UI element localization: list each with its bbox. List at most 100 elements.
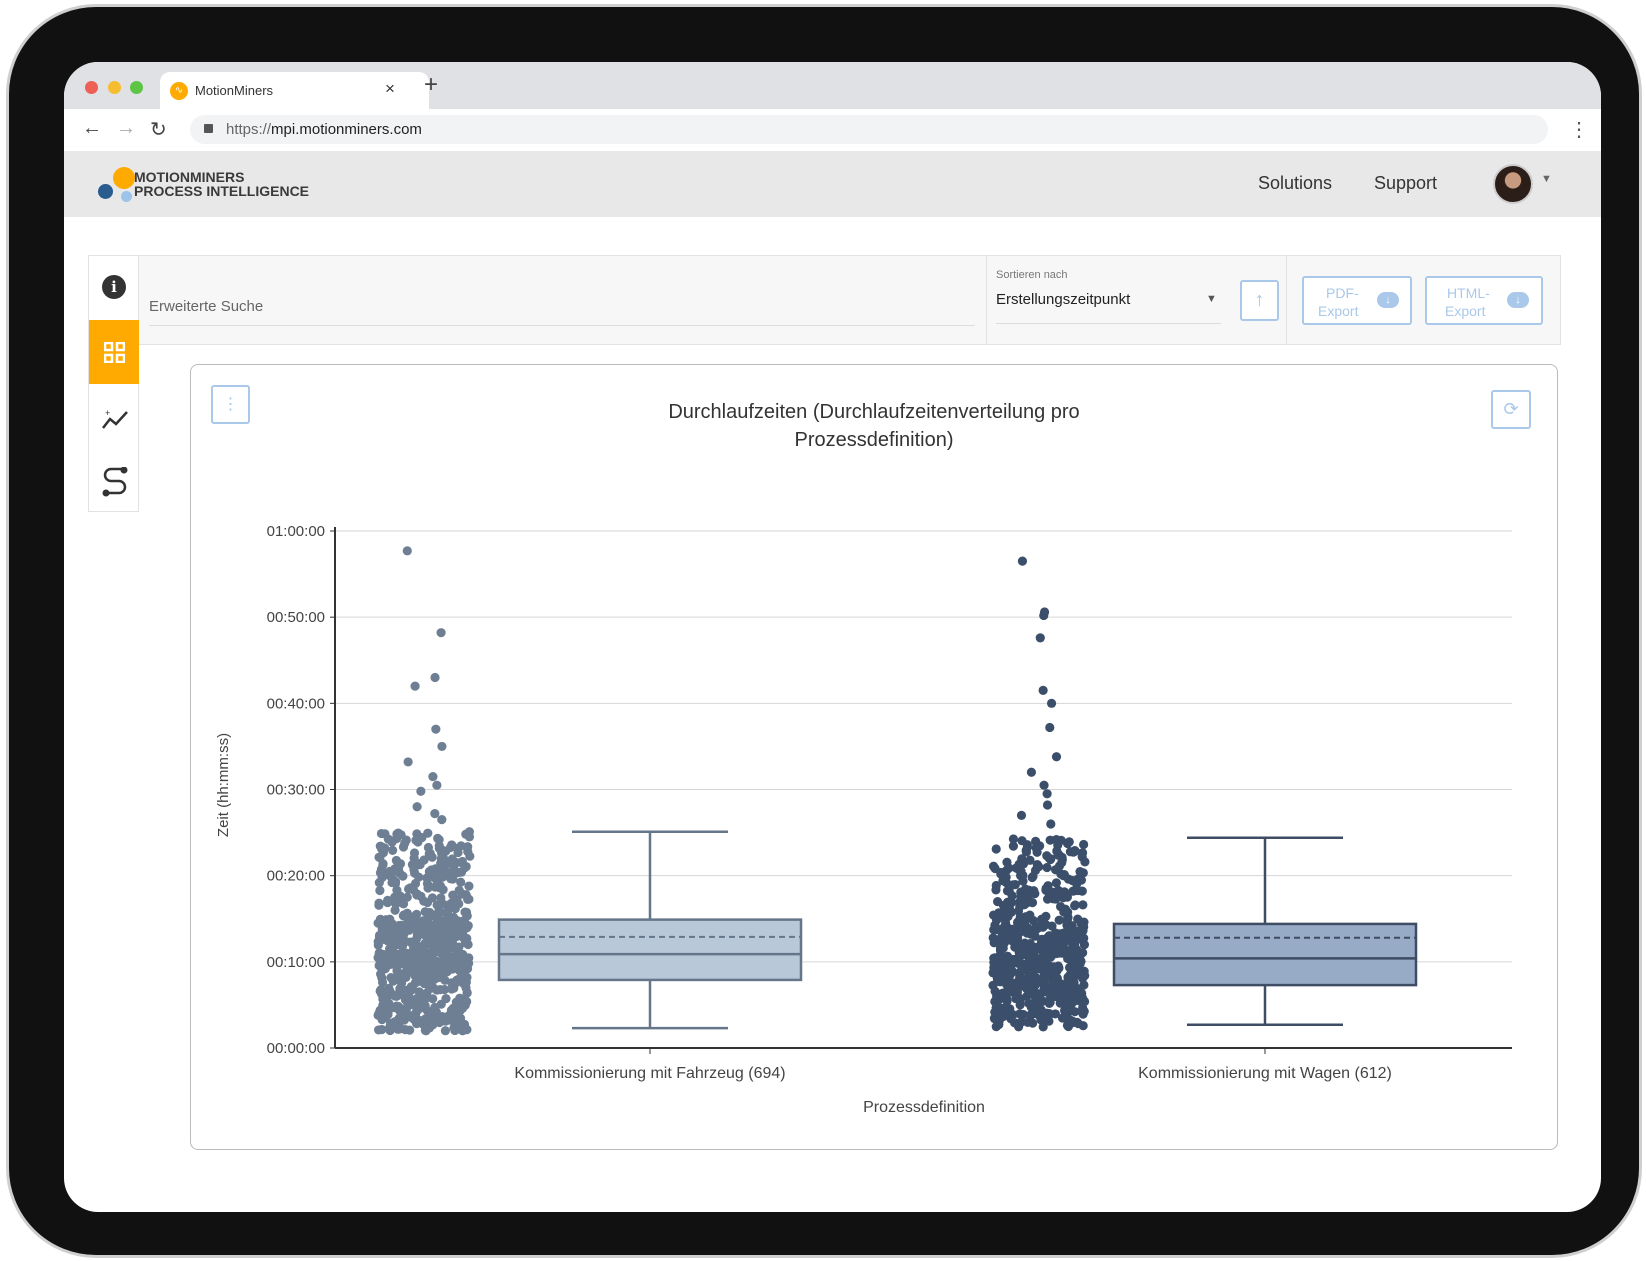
data-point <box>423 883 433 893</box>
data-point <box>376 962 386 972</box>
data-point <box>1016 950 1026 960</box>
data-point <box>1077 988 1087 998</box>
trend-chart-icon[interactable]: + <box>101 408 129 430</box>
data-point <box>439 954 449 964</box>
data-point <box>389 937 399 947</box>
data-point <box>1041 973 1051 984</box>
data-point <box>412 922 422 932</box>
data-point <box>446 984 457 994</box>
data-point <box>1045 835 1055 845</box>
data-point <box>429 1012 439 1022</box>
data-point <box>378 860 388 870</box>
back-icon[interactable]: ← <box>82 117 102 139</box>
data-point <box>376 844 387 854</box>
maximize-window-button[interactable] <box>130 81 143 94</box>
sidebar-item-dashboard[interactable] <box>89 320 139 384</box>
data-point <box>464 894 474 904</box>
data-point <box>1042 894 1053 904</box>
data-point <box>1013 1022 1024 1032</box>
info-icon[interactable]: i <box>102 275 126 299</box>
data-point <box>463 939 473 950</box>
favicon-icon: ∿ <box>170 82 188 100</box>
sort-select[interactable]: Sortieren nach Erstellungszeitpunkt ▼ <box>996 266 1221 324</box>
minimize-window-button[interactable] <box>108 81 121 94</box>
data-point <box>1070 940 1080 950</box>
close-tab-icon[interactable]: × <box>385 79 395 98</box>
outlier-point <box>1045 722 1055 733</box>
browser-tab[interactable]: ∿ MotionMiners × <box>160 72 429 109</box>
data-point <box>377 973 387 983</box>
x-tick-label: Kommissionierung mit Wagen (612) <box>1138 1065 1392 1082</box>
outlier-point <box>402 546 412 556</box>
data-point <box>1034 921 1044 932</box>
avatar[interactable] <box>1493 164 1533 204</box>
data-point <box>441 994 451 1004</box>
y-tick-label: 00:10:00 <box>267 954 325 971</box>
data-point <box>461 983 471 993</box>
data-point <box>1079 966 1089 976</box>
data-point <box>394 920 404 931</box>
data-point <box>1015 975 1025 985</box>
data-point <box>1036 989 1046 999</box>
box-iqr <box>1112 922 1418 987</box>
advanced-search-input[interactable]: Erweiterte Suche <box>149 276 975 326</box>
data-point <box>429 931 439 941</box>
outlier-point <box>432 780 442 790</box>
data-point <box>436 860 446 870</box>
outlier-point <box>430 809 440 819</box>
y-tick-label: 01:00:00 <box>267 523 325 540</box>
data-point <box>1051 991 1061 1002</box>
refresh-button[interactable]: ⟳ <box>1491 390 1531 429</box>
route-icon[interactable] <box>101 467 129 497</box>
data-point <box>991 880 1001 891</box>
nav-support[interactable]: Support <box>1374 173 1438 193</box>
close-window-button[interactable] <box>85 81 98 94</box>
data-point <box>992 998 1002 1008</box>
data-point <box>391 899 401 909</box>
outlier-point <box>1038 685 1048 696</box>
data-point <box>1004 983 1014 993</box>
logo[interactable]: MOTIONMINERS PROCESS INTELLIGENCE <box>98 167 328 203</box>
nav-solutions[interactable]: Solutions <box>1258 173 1333 193</box>
data-point <box>1051 878 1062 888</box>
data-point <box>1030 931 1040 941</box>
data-point <box>463 846 473 857</box>
data-point <box>988 933 998 943</box>
address-row: ← → ↻ https://mpi.motionminers.com ⋮ <box>64 109 1601 151</box>
data-point <box>448 867 458 877</box>
data-point <box>386 869 396 880</box>
data-point <box>1049 967 1059 978</box>
chart-menu-button[interactable]: ⋮ <box>211 385 250 424</box>
data-point <box>1038 1022 1048 1032</box>
data-point <box>409 853 419 863</box>
pdf-export-button[interactable]: PDF- Export ↓ <box>1302 276 1412 325</box>
outlier-point <box>1017 556 1028 566</box>
outlier-point <box>1051 752 1062 762</box>
url-bar[interactable]: https://mpi.motionminers.com <box>190 115 1548 144</box>
data-point <box>430 1002 440 1013</box>
outlier-point <box>437 741 447 752</box>
tablet-frame: ∿ MotionMiners × + ← → ↻ https://mpi.mot… <box>6 4 1642 1258</box>
chevron-down-icon[interactable]: ▼ <box>1541 173 1552 185</box>
reload-icon[interactable]: ↻ <box>150 119 167 141</box>
data-point <box>412 890 422 900</box>
outlier-point <box>412 802 422 812</box>
forward-icon[interactable]: → <box>116 117 136 139</box>
data-point <box>411 910 421 921</box>
y-tick-label: 00:40:00 <box>267 695 325 712</box>
data-point <box>1037 1012 1048 1022</box>
data-point <box>1025 988 1035 998</box>
data-point <box>1016 871 1026 881</box>
outlier-point <box>1042 789 1052 799</box>
data-point <box>452 843 463 853</box>
data-point <box>405 883 416 893</box>
data-point <box>1053 840 1063 850</box>
data-point <box>1055 901 1066 912</box>
data-point <box>413 837 423 847</box>
html-export-button[interactable]: HTML- Export ↓ <box>1425 276 1543 325</box>
sort-direction-button[interactable]: ↑ <box>1240 280 1279 321</box>
outlier-point <box>1046 698 1057 708</box>
data-point <box>406 985 416 996</box>
browser-menu-icon[interactable]: ⋮ <box>1569 119 1589 141</box>
new-tab-icon[interactable]: + <box>424 71 439 98</box>
